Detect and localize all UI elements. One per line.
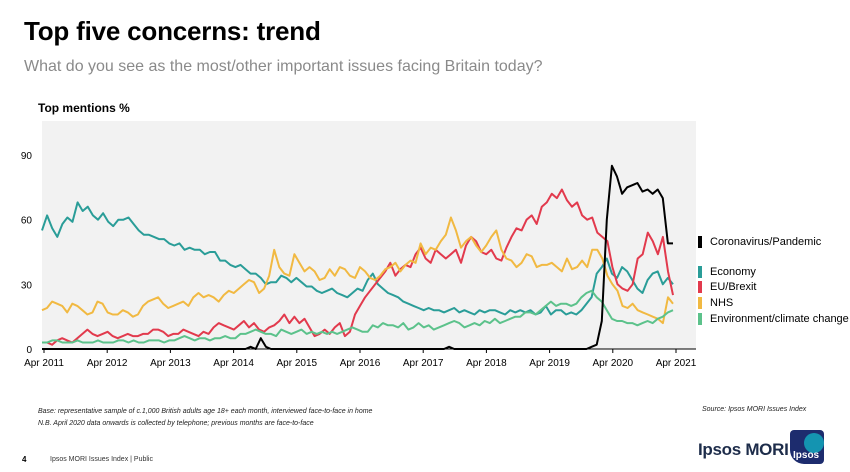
legend-swatch (698, 266, 702, 278)
legend-label: NHS (710, 297, 734, 309)
x-tick-label: Apr 2019 (529, 358, 570, 369)
footnote: Base: representative sample of c.1,000 B… (38, 406, 372, 430)
y-tick-label: 0 (26, 345, 32, 356)
legend-item: NHS (698, 297, 733, 309)
brand-wordmark: Ipsos MORI (698, 440, 789, 459)
source-note: Source: Ipsos MORI Issues Index (702, 406, 807, 413)
page-footer-label: Ipsos MORI Issues Index | Public (50, 456, 153, 463)
legend-swatch (698, 297, 702, 309)
legend-swatch (698, 313, 702, 325)
y-tick-label: 60 (21, 216, 33, 227)
logo-text: Ipsos (793, 450, 820, 461)
legend-item: Environment/climate change (698, 313, 849, 325)
plot-area (42, 121, 696, 349)
series-line-economy (41, 201, 674, 316)
legend-item: Economy (698, 266, 756, 278)
ipsos-logo: Ipsos (790, 430, 824, 464)
y-axis: 0 30 60 90 (21, 151, 33, 356)
legend-label: EU/Brexit (710, 281, 757, 293)
legend-label: Economy (710, 266, 756, 278)
legend-label: Coronavirus/Pandemic (710, 236, 822, 248)
base-note: Base: representative sample of c.1,000 B… (38, 408, 373, 415)
x-tick-label: Apr 2015 (277, 358, 318, 369)
legend-label: Environment/climate change (710, 313, 849, 325)
series-lines (41, 164, 674, 350)
x-tick-label: Apr 2011 (24, 358, 64, 369)
y-tick-label: 90 (21, 151, 33, 162)
series-line-nhs (41, 216, 674, 325)
page-number: 4 (22, 455, 27, 464)
y-axis-label: Top mentions % (38, 101, 130, 115)
x-tick-label: Apr 2012 (87, 358, 128, 369)
x-tick-label: Apr 2021 (656, 358, 697, 369)
legend-swatch (698, 236, 702, 248)
x-axis: Apr 2011 Apr 2012 Apr 2013 Apr 2014 Apr 2015… (24, 348, 697, 369)
x-tick-label: Apr 2018 (466, 358, 507, 369)
series-line-coronavirus-pandemic (42, 164, 673, 350)
x-tick-label: Apr 2013 (150, 358, 191, 369)
y-tick-label: 30 (21, 280, 33, 291)
x-tick-label: Apr 2016 (340, 358, 381, 369)
line-chart: 0 30 60 90 Apr 2011 Apr 2012 Apr 2013 Apr 2014… (21, 121, 697, 369)
x-tick-label: Apr 2020 (593, 358, 634, 369)
page-title: Top five concerns: trend (24, 16, 321, 46)
method-note: N.B. April 2020 data onwards is collecte… (38, 420, 314, 427)
legend-item: EU/Brexit (698, 281, 756, 293)
series-line-eu-brexit (42, 188, 674, 346)
x-tick-label: Apr 2017 (403, 358, 444, 369)
legend-item: Coronavirus/Pandemic (698, 236, 821, 248)
legend-swatch (698, 281, 702, 293)
page-subtitle: What do you see as the most/other import… (24, 58, 543, 75)
logo-arc-shape (804, 433, 824, 453)
x-tick-label: Apr 2014 (213, 358, 254, 369)
series-line-environment-climate-change (42, 289, 674, 344)
